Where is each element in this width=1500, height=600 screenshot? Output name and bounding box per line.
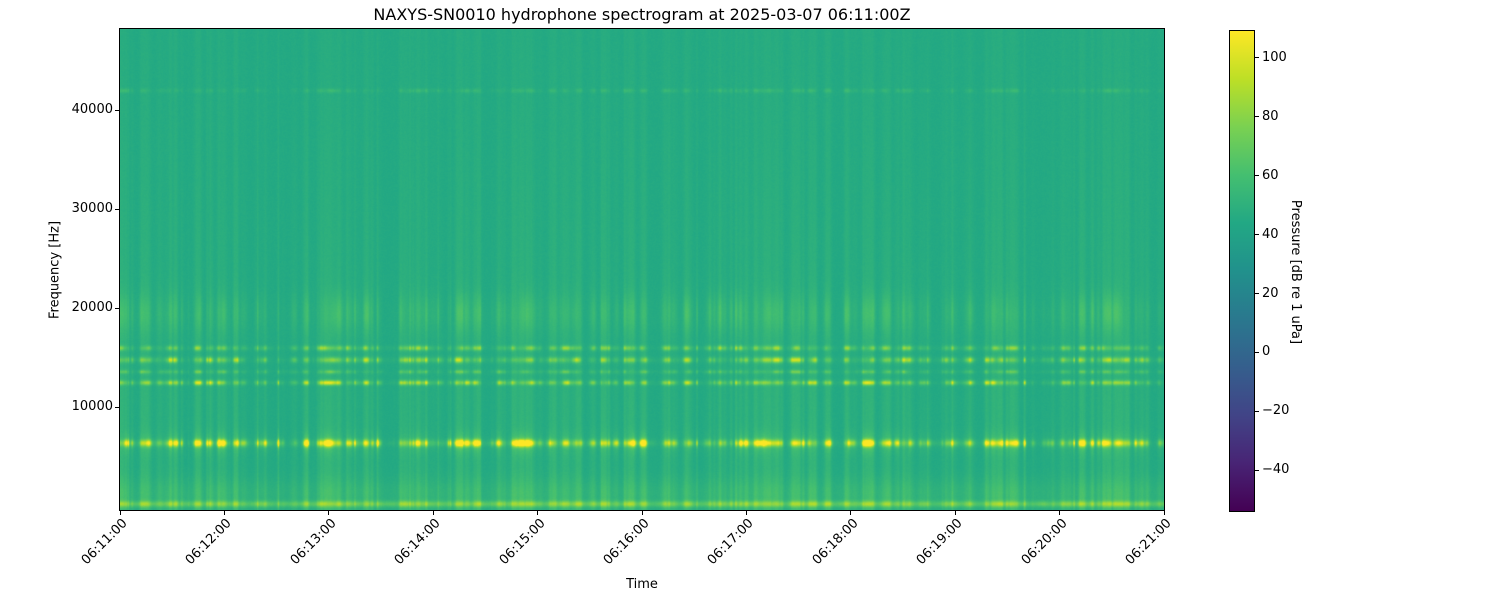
- colorbar-tick-mark: [1255, 116, 1259, 118]
- y-tick-mark: [115, 208, 119, 210]
- x-tick-label: 06:15:00: [496, 516, 549, 568]
- x-tick-label: 06:14:00: [391, 516, 444, 568]
- colorbar-tick-label: −40: [1262, 462, 1290, 478]
- colorbar-tick-mark: [1255, 410, 1259, 412]
- x-tick-mark: [328, 511, 330, 515]
- x-tick-label: 06:13:00: [287, 516, 340, 568]
- colorbar-tick-label: −20: [1262, 403, 1290, 419]
- x-tick-mark: [1059, 511, 1061, 515]
- y-tick-label: 30000: [71, 201, 113, 216]
- x-tick-mark: [745, 511, 747, 515]
- x-tick-mark: [119, 511, 121, 515]
- x-tick-label: 06:21:00: [1122, 516, 1175, 568]
- y-tick-label: 20000: [71, 300, 113, 315]
- x-tick-mark: [223, 511, 225, 515]
- y-tick-label: 40000: [71, 102, 113, 117]
- colorbar-tick-mark: [1255, 57, 1259, 59]
- x-tick-label: 06:12:00: [183, 516, 235, 568]
- colorbar-tick-label: 80: [1262, 108, 1279, 124]
- colorbar-tick-label: 60: [1262, 167, 1279, 183]
- spectrogram-canvas: [120, 29, 1164, 510]
- colorbar-tick-mark: [1255, 293, 1259, 295]
- y-tick-mark: [115, 406, 119, 408]
- x-tick-mark: [1163, 511, 1165, 515]
- y-tick-mark: [115, 109, 119, 111]
- y-tick-mark: [115, 307, 119, 309]
- y-tick-label: 10000: [71, 399, 113, 414]
- spectrogram-plot-area: [119, 28, 1165, 511]
- colorbar-label: Pressure [dB re 1 uPa]: [1288, 199, 1303, 345]
- x-tick-label: 06:19:00: [913, 516, 966, 568]
- x-tick-label: 06:11:00: [78, 516, 131, 568]
- x-tick-label: 06:18:00: [809, 516, 862, 568]
- colorbar-tick-mark: [1255, 351, 1259, 353]
- x-tick-mark: [641, 511, 643, 515]
- colorbar: [1229, 30, 1255, 512]
- colorbar-tick-mark: [1255, 234, 1259, 236]
- colorbar-tick-mark: [1255, 175, 1259, 177]
- x-tick-label: 06:16:00: [600, 516, 653, 568]
- x-tick-label: 06:17:00: [705, 516, 757, 568]
- colorbar-tick-label: 0: [1262, 344, 1271, 360]
- colorbar-tick-mark: [1255, 469, 1259, 471]
- x-tick-mark: [432, 511, 434, 515]
- x-axis-label: Time: [626, 577, 658, 592]
- x-tick-label: 06:20:00: [1018, 516, 1071, 568]
- figure-title: NAXYS-SN0010 hydrophone spectrogram at 2…: [373, 5, 911, 24]
- colorbar-tick-label: 100: [1262, 49, 1287, 65]
- colorbar-gradient: [1230, 31, 1254, 511]
- colorbar-tick-label: 40: [1262, 226, 1279, 242]
- x-tick-mark: [537, 511, 539, 515]
- x-tick-mark: [850, 511, 852, 515]
- colorbar-tick-label: 20: [1262, 285, 1279, 301]
- x-tick-mark: [954, 511, 956, 515]
